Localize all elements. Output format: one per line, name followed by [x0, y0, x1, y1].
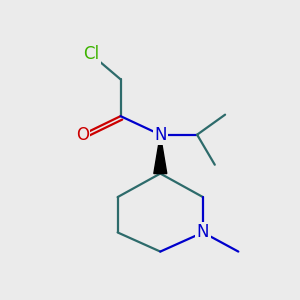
- Polygon shape: [154, 135, 167, 174]
- Text: Cl: Cl: [83, 45, 99, 63]
- Text: N: N: [197, 224, 209, 242]
- Text: N: N: [154, 126, 167, 144]
- Text: O: O: [76, 126, 89, 144]
